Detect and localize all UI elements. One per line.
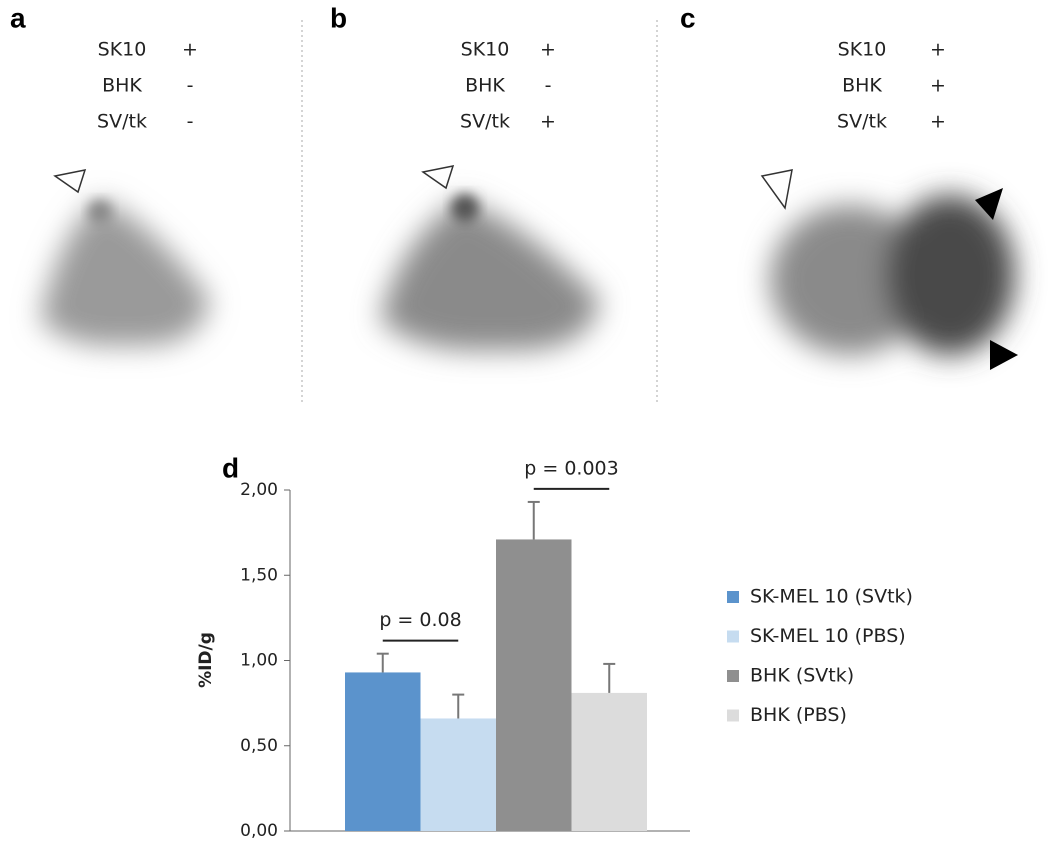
legend-swatch (727, 670, 739, 682)
condition-sign: - (187, 75, 194, 97)
y-tick-label: 0,00 (240, 821, 278, 841)
y-tick-label: 1,50 (240, 565, 278, 585)
condition-name: SV/tk (97, 111, 147, 133)
scan-image (40, 200, 210, 346)
p-value: p = 0.08 (379, 609, 461, 631)
legend-label: SK-MEL 10 (SVtk) (750, 586, 913, 608)
legend-swatch (727, 591, 739, 603)
bar (420, 718, 496, 831)
filled-arrowhead (975, 188, 1003, 220)
condition-name: SK10 (838, 39, 887, 61)
open-arrowhead (421, 165, 455, 190)
condition-sign: + (540, 39, 556, 61)
y-tick-label: 2,00 (240, 480, 278, 500)
condition-sign: - (545, 75, 552, 97)
condition-name: BHK (465, 75, 505, 97)
bar (571, 692, 647, 831)
condition-name: SV/tk (460, 111, 510, 133)
y-tick-label: 1,00 (240, 651, 278, 671)
condition-sign: - (187, 111, 194, 133)
legend-label: SK-MEL 10 (PBS) (750, 625, 906, 647)
y-axis-label: %ID/g (196, 632, 216, 688)
condition-name: SK10 (461, 39, 510, 61)
legend-label: BHK (SVtk) (750, 665, 854, 687)
panel-label: c (680, 2, 696, 33)
open-arrowhead (53, 169, 87, 194)
condition-sign: + (930, 111, 946, 133)
scan-image (451, 194, 479, 222)
scan-image (770, 195, 1015, 355)
legend-label: BHK (PBS) (750, 704, 847, 726)
bar (496, 539, 572, 831)
condition-sign: + (930, 75, 946, 97)
legend-swatch (727, 630, 739, 643)
condition-name: BHK (102, 75, 142, 97)
condition-name: BHK (842, 75, 882, 97)
condition-sign: + (182, 39, 198, 61)
condition-sign: + (540, 111, 556, 133)
panel-label: b (330, 2, 347, 33)
panel-label: d (222, 452, 239, 483)
condition-sign: + (930, 39, 946, 61)
open-arrowhead (760, 169, 793, 210)
condition-name: SV/tk (837, 111, 887, 133)
panel-label: a (10, 2, 26, 33)
p-value: p = 0.003 (524, 457, 618, 479)
scan-image (88, 200, 112, 224)
bar (345, 672, 421, 831)
legend-swatch (727, 709, 739, 722)
condition-name: SK10 (98, 39, 147, 61)
filled-arrowhead (990, 340, 1018, 370)
scan-image (380, 200, 600, 351)
y-tick-label: 0,50 (240, 736, 278, 756)
